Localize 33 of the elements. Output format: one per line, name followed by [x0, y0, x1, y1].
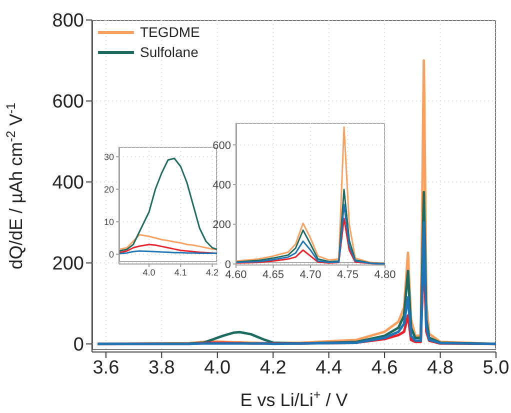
y-tick-label: 400 — [212, 179, 231, 192]
x-tick-label: 4.75 — [337, 268, 358, 281]
y-tick-label: 10 — [104, 216, 114, 227]
x-tick-label: 4.0 — [204, 357, 231, 378]
x-tick-label: 4.2 — [206, 267, 219, 278]
x-tick-label: 3.8 — [148, 357, 175, 378]
x-tick-label: 4.8 — [427, 357, 454, 378]
y-tick-label: 600 — [212, 140, 231, 152]
legend-label: Sulfolane — [140, 44, 198, 60]
x-tick-label: 5.0 — [482, 357, 510, 378]
y-tick-label: 400 — [52, 172, 84, 194]
x-tick-label: 4.4 — [316, 357, 342, 378]
x-tick-label: 4.80 — [374, 268, 396, 281]
x-tick-label: 4.65 — [262, 268, 284, 281]
x-tick-label: 4.60 — [225, 268, 247, 281]
x-tick-label: 4.2 — [260, 357, 286, 378]
y-tick-label: 0 — [108, 249, 114, 260]
x-tick-label: 3.6 — [92, 357, 120, 378]
y-tick-label: 0 — [73, 334, 84, 356]
x-tick-label: 4.70 — [300, 268, 322, 281]
y-tick-label: 20 — [104, 184, 114, 194]
line-series — [119, 234, 217, 250]
y-tick-label: 0 — [224, 258, 231, 271]
x-tick-label: 4.0 — [142, 267, 156, 278]
y-tick-label: 200 — [52, 254, 84, 275]
legend-label: TEGDME — [140, 24, 200, 40]
y-tick-label: 800 — [52, 10, 84, 32]
x-tick-label: 4.1 — [174, 267, 187, 278]
y-tick-label: 600 — [52, 92, 84, 113]
x-axis-title: E vs Li/Li$^{+}$ / V — [240, 388, 348, 410]
y-tick-label: 30 — [104, 152, 114, 162]
x-tick-label: 4.6 — [371, 357, 398, 378]
y-tick-label: 200 — [212, 219, 231, 232]
